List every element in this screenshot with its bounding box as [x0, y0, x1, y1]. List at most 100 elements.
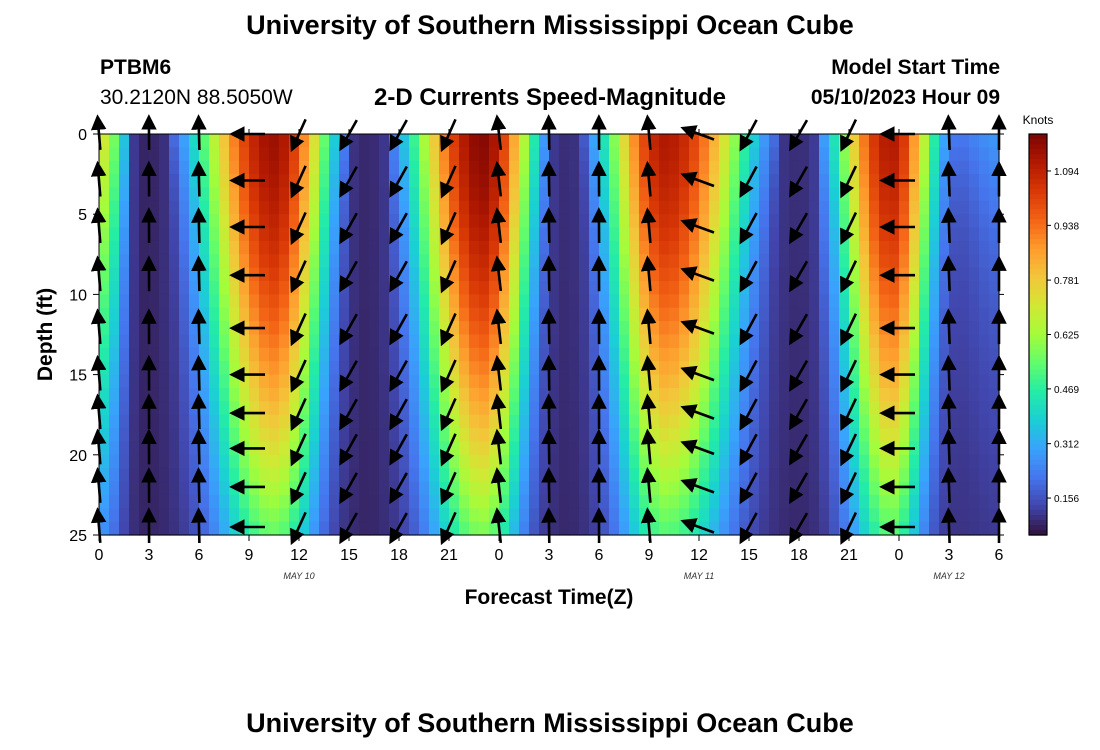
heatmap-cell	[429, 374, 440, 389]
heatmap-cell	[509, 347, 520, 362]
heatmap-cell	[709, 174, 720, 189]
heatmap-cell	[889, 508, 900, 523]
heatmap-cell	[379, 321, 390, 336]
heatmap-cell	[599, 374, 610, 389]
heatmap-cell	[269, 334, 280, 349]
heatmap-cell	[399, 347, 410, 362]
heatmap-cell	[529, 227, 540, 242]
heatmap-cell	[519, 134, 530, 148]
heatmap-cell	[419, 307, 430, 322]
heatmap-cell	[799, 494, 810, 509]
heatmap-cell	[709, 307, 720, 322]
heatmap-cell	[249, 481, 260, 496]
heatmap-cell	[489, 187, 500, 202]
heatmap-cell	[869, 254, 880, 269]
heatmap-cell	[799, 147, 810, 162]
heatmap-cell	[699, 374, 710, 389]
heatmap-cell	[119, 134, 130, 148]
heatmap-cell	[169, 187, 180, 202]
heatmap-cell	[849, 240, 860, 255]
heatmap-cell	[539, 267, 550, 282]
colorbar-tick-label: 0.625	[1054, 331, 1079, 342]
heatmap-cell	[509, 494, 520, 509]
heatmap-cell	[959, 374, 970, 389]
heatmap-cell	[399, 160, 410, 175]
heatmap-cell	[559, 414, 570, 429]
heatmap-cell	[419, 294, 430, 309]
heatmap-cell	[99, 428, 110, 443]
heatmap-cell	[549, 468, 560, 483]
heatmap-cell	[909, 240, 920, 255]
heatmap-cell	[739, 361, 750, 376]
heatmap-cell	[249, 294, 260, 309]
heatmap-cell	[909, 254, 920, 269]
x-tick-label: 6	[195, 547, 204, 564]
heatmap-cell	[749, 307, 760, 322]
heatmap-cell	[519, 414, 530, 429]
heatmap-cell	[129, 200, 140, 215]
heatmap-cell	[349, 441, 360, 456]
heatmap-cell	[519, 174, 530, 189]
heatmap-cell	[229, 147, 240, 162]
heatmap-cell	[669, 361, 680, 376]
heatmap-cell	[379, 174, 390, 189]
colorbar-swatch	[1029, 284, 1047, 290]
heatmap-cell	[819, 374, 830, 389]
heatmap-cell	[199, 494, 210, 509]
heatmap-cell	[929, 347, 940, 362]
heatmap-cell	[99, 374, 110, 389]
heatmap-cell	[479, 240, 490, 255]
heatmap-cell	[529, 347, 540, 362]
heatmap-cell	[129, 494, 140, 509]
heatmap-cell	[779, 227, 790, 242]
heatmap-cell	[479, 187, 490, 202]
heatmap-cell	[399, 134, 410, 148]
heatmap-cell	[669, 294, 680, 309]
heatmap-cell	[869, 441, 880, 456]
heatmap-cell	[959, 134, 970, 148]
heatmap-cell	[449, 361, 460, 376]
heatmap-cell	[539, 521, 550, 536]
heatmap-cell	[319, 147, 330, 162]
heatmap-cell	[139, 134, 150, 148]
heatmap-cell	[289, 307, 300, 322]
heatmap-cell	[109, 174, 120, 189]
heatmap-cell	[449, 294, 460, 309]
current-vector	[640, 354, 657, 391]
heatmap-cell	[149, 521, 160, 536]
heatmap-cell	[179, 214, 190, 229]
heatmap-cell	[99, 494, 110, 509]
heatmap-cell	[319, 428, 330, 443]
heatmap-cell	[969, 387, 980, 402]
heatmap-cell	[309, 428, 320, 443]
heatmap-cell	[569, 374, 580, 389]
colorbar-swatch	[1029, 444, 1047, 451]
current-vector	[941, 354, 957, 391]
heatmap-cell	[119, 227, 130, 242]
heatmap-cell	[369, 174, 380, 189]
heatmap-cell	[489, 281, 500, 295]
heatmap-cell	[469, 401, 480, 416]
heatmap-cell	[509, 267, 520, 282]
colorbar-swatch	[1029, 249, 1047, 255]
heatmap-cell	[909, 334, 920, 349]
heatmap-cell	[979, 254, 990, 269]
heatmap-cell	[549, 147, 560, 162]
heatmap-cell	[849, 481, 860, 496]
heatmap-cell	[199, 267, 210, 282]
heatmap-cell	[579, 428, 590, 443]
current-vector	[490, 428, 507, 465]
heatmap-cell	[109, 227, 120, 242]
heatmap-cell	[959, 254, 970, 269]
heatmap-cell	[919, 334, 930, 349]
heatmap-cell	[339, 347, 350, 362]
heatmap-cell	[269, 468, 280, 483]
heatmap-cell	[269, 147, 280, 162]
heatmap-cell	[169, 401, 180, 416]
heatmap-cell	[399, 187, 410, 202]
heatmap-cell	[699, 361, 710, 376]
heatmap-cell	[499, 227, 510, 242]
current-vector	[941, 160, 957, 197]
heatmap-cell	[489, 441, 500, 456]
heatmap-cell	[289, 361, 300, 376]
